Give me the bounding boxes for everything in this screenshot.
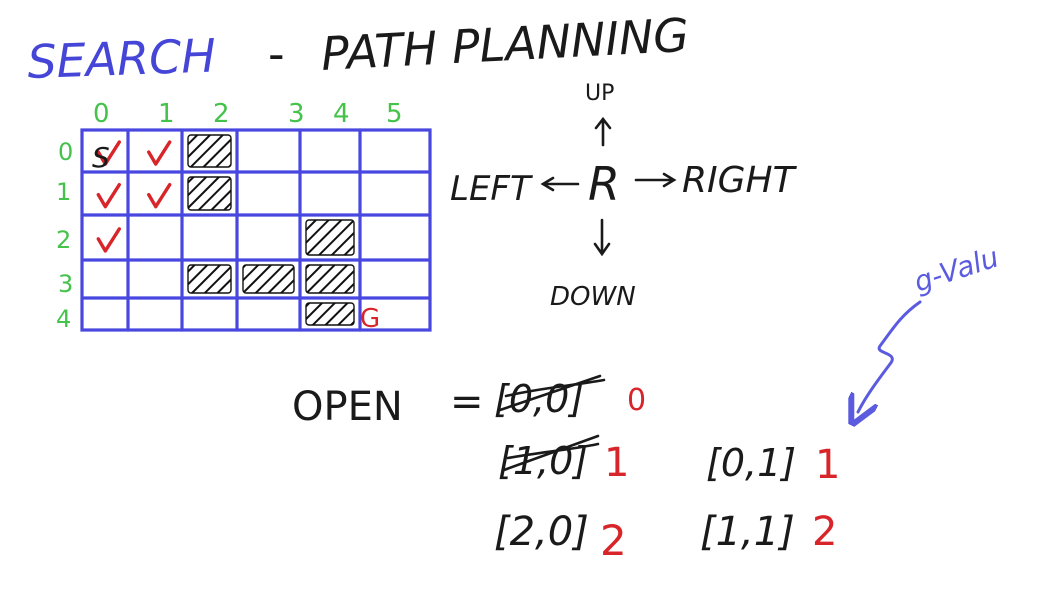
- open-entry-4-coord: [1,1]: [700, 509, 795, 555]
- title-search: SEARCH: [26, 28, 216, 89]
- grid-col-label: 4: [333, 99, 350, 129]
- direction-down-label: DOWN: [550, 282, 636, 312]
- direction-right-label: RIGHT: [682, 160, 798, 201]
- obstacle-cell: [305, 302, 355, 326]
- obstacle-cell: [187, 264, 232, 294]
- up-arrow-icon: [594, 116, 612, 147]
- open-entry-3-coord: [2,0]: [494, 509, 589, 555]
- grid-border: [80, 128, 432, 332]
- title-dash: -: [268, 27, 285, 81]
- grid-row-label: 3: [58, 270, 73, 298]
- open-entry-0-g-value: 0: [627, 383, 646, 418]
- grid-row-label: 4: [56, 305, 71, 333]
- obstacle-cell: [242, 264, 295, 294]
- grid-col-label: 3: [288, 99, 305, 129]
- left-arrow-icon: [540, 176, 580, 192]
- title-path-planning: PATH PLANNING: [320, 8, 690, 81]
- g-value-annotation: g-Valu: [858, 240, 1003, 412]
- strike-through-1: [502, 434, 600, 472]
- strike-through-0: [498, 374, 606, 412]
- direction-diagram: UP R LEFT RIGHT DOWN: [450, 81, 798, 312]
- direction-robot-label: R: [588, 157, 620, 211]
- open-entry-1-g-value: 1: [604, 440, 629, 486]
- grid-checks: [96, 140, 172, 253]
- checkmark-icon: [147, 182, 172, 209]
- open-label: OPEN: [292, 384, 403, 430]
- obstacle-cell: [305, 219, 355, 256]
- down-arrow-icon: [593, 218, 611, 257]
- open-entry-4-g-value: 2: [812, 509, 837, 555]
- goal-label: G: [360, 304, 380, 334]
- checkmark-icon: [96, 227, 121, 253]
- annotation-arrow-icon: [858, 300, 922, 412]
- grid-col-label: 5: [386, 99, 403, 129]
- right-arrow-icon: [634, 172, 677, 188]
- grid-col-label: 1: [158, 99, 175, 129]
- obstacle-cell: [187, 134, 232, 168]
- grid-col-label: 2: [213, 99, 230, 129]
- obstacle-cell: [187, 176, 232, 211]
- grid-lines: [80, 128, 432, 332]
- direction-up-label: UP: [585, 81, 614, 106]
- open-list: OPEN = [0,0] 0 [1,0] 1 [0,1] 1 [2,0] 2 […: [292, 374, 840, 565]
- g-value-label: g-Valu: [910, 240, 1003, 298]
- checkmark-icon: [96, 182, 121, 209]
- grid-row-label: 0: [58, 138, 73, 166]
- open-equals: =: [450, 379, 484, 425]
- grid-row-label: 1: [56, 178, 71, 206]
- obstacle-cell: [305, 264, 355, 294]
- open-entry-0-coord: [0,0]: [494, 377, 584, 421]
- direction-left-label: LEFT: [450, 169, 533, 209]
- start-label: S: [92, 141, 110, 174]
- grid-row-label: 2: [56, 226, 71, 254]
- checkmark-icon: [147, 140, 172, 166]
- open-entry-2-g-value: 1: [815, 442, 840, 488]
- grid-col-label: 0: [93, 99, 110, 129]
- grid-obstacles: [187, 134, 355, 326]
- open-entry-2-coord: [0,1]: [706, 441, 796, 485]
- checkmark-icon: [96, 140, 121, 166]
- open-entry-3-g-value: 2: [600, 516, 627, 565]
